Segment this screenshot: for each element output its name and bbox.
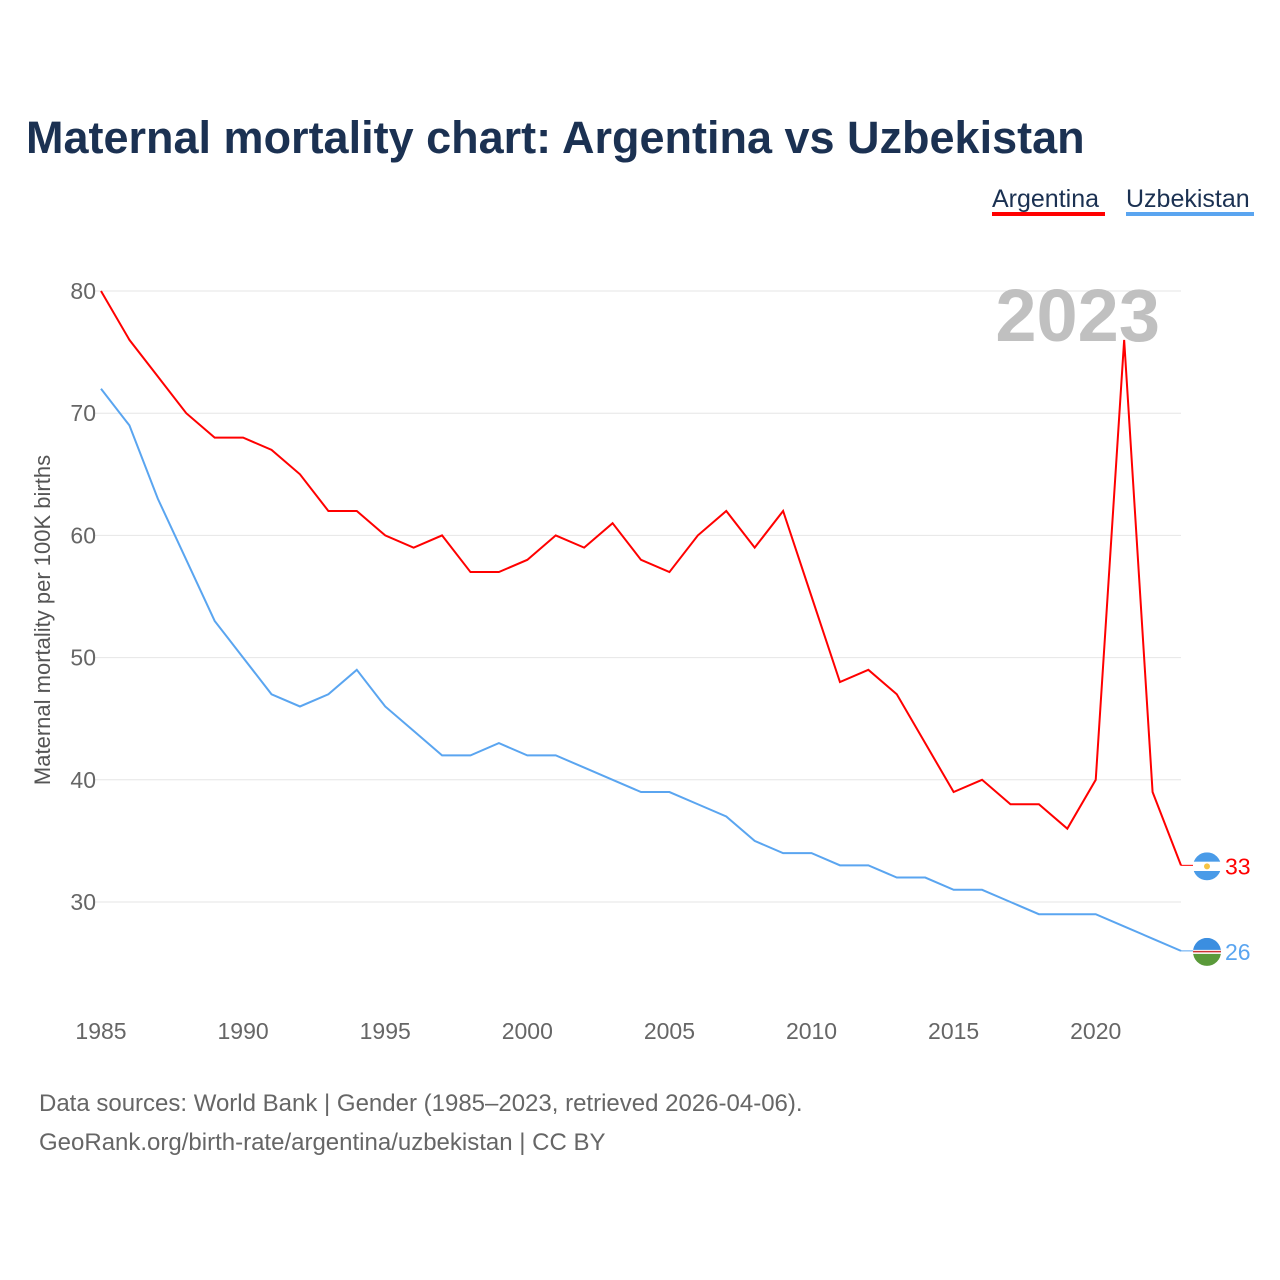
series-line-uzbekistan (100, 388, 1182, 952)
year-watermark: 2023 (995, 274, 1160, 357)
series-line-argentina (100, 290, 1182, 866)
chart-title: Maternal mortality chart: Argentina vs U… (26, 112, 1085, 163)
legend-item-argentina[interactable]: Argentina (992, 185, 1105, 216)
x-tick-label: 2020 (1070, 1018, 1121, 1044)
x-tick-label: 1995 (360, 1018, 411, 1044)
y-tick-label: 80 (70, 278, 96, 304)
footer-sources: Data sources: World Bank | Gender (1985–… (39, 1090, 803, 1117)
x-tick-label: 2005 (644, 1018, 695, 1044)
end-value-label: 33 (1225, 853, 1251, 879)
x-tick-label: 1990 (218, 1018, 269, 1044)
legend-label: Argentina (992, 185, 1099, 213)
x-tick-label: 2010 (786, 1018, 837, 1044)
footer-link[interactable]: GeoRank.org/birth-rate/argentina/uzbekis… (39, 1129, 606, 1156)
legend-item-uzbekistan[interactable]: Uzbekistan (1126, 185, 1254, 216)
y-tick-label: 30 (70, 889, 96, 915)
legend: Argentina Uzbekistan (992, 185, 1254, 216)
legend-label: Uzbekistan (1126, 185, 1250, 213)
legend-swatch (992, 212, 1105, 216)
end-value-label: 26 (1225, 939, 1251, 965)
y-tick-label: 40 (70, 767, 96, 793)
x-axis-ticks: 1985 1990 1995 2000 2005 2010 2015 2020 (75, 1018, 1121, 1044)
y-tick-label: 50 (70, 645, 96, 671)
legend-swatch (1126, 212, 1254, 216)
series-lines: 33 26 (100, 290, 1251, 966)
argentina-flag-icon (1193, 852, 1221, 881)
uzbekistan-flag-icon (1193, 937, 1221, 966)
x-tick-label: 1985 (75, 1018, 126, 1044)
y-axis-label: Maternal mortality per 100K births (30, 455, 55, 785)
gridlines: 30 40 50 60 70 80 (70, 278, 1181, 915)
x-tick-label: 2015 (928, 1018, 979, 1044)
y-tick-label: 70 (70, 400, 96, 426)
x-tick-label: 2000 (502, 1018, 553, 1044)
y-tick-label: 60 (70, 522, 96, 548)
